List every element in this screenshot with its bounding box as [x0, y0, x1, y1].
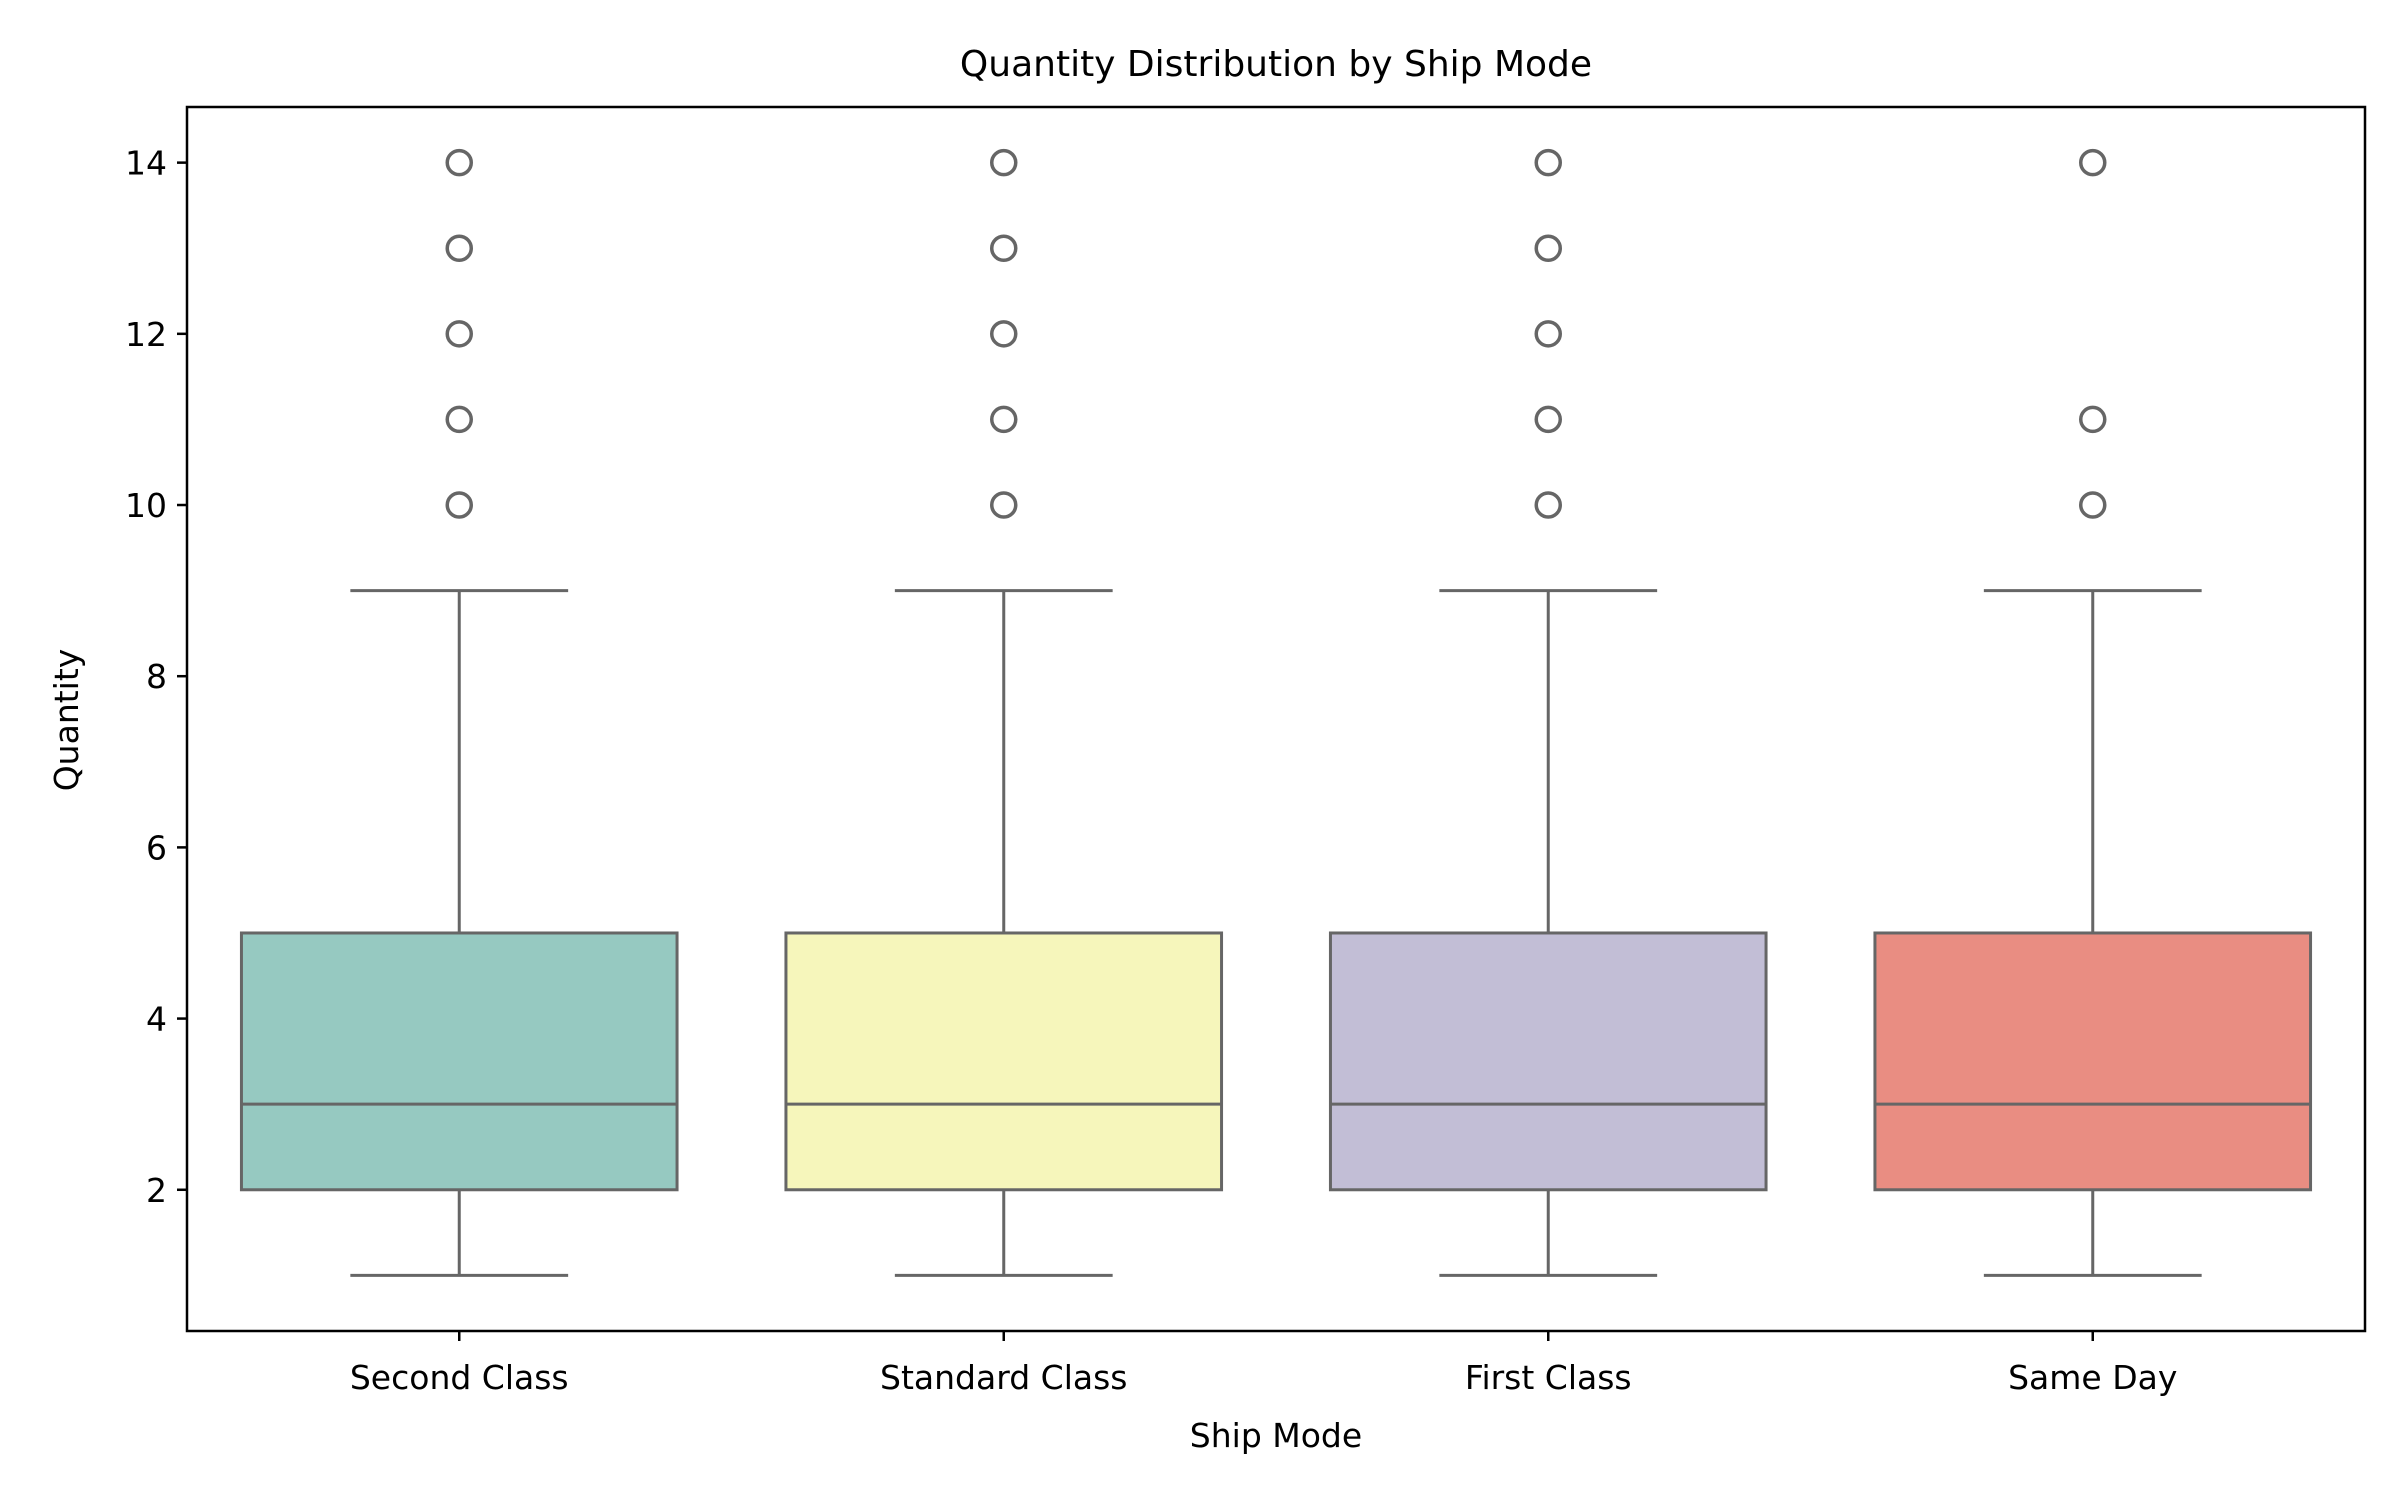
box-group: [1328, 148, 1768, 1277]
y-tick-label: 14: [125, 144, 167, 183]
x-tick-label: Standard Class: [880, 1358, 1127, 1397]
outlier-point: [1534, 234, 1562, 262]
y-tick-label: 2: [146, 1171, 167, 1210]
plot-area: [239, 148, 2313, 1277]
outlier-point: [1534, 405, 1562, 434]
chart-title: Quantity Distribution by Ship Mode: [960, 44, 1592, 85]
outlier-point: [990, 405, 1018, 434]
box-group: [1873, 148, 2313, 1277]
y-tick-label: 6: [146, 828, 167, 867]
outlier-point: [990, 491, 1018, 519]
outlier-point: [445, 148, 473, 177]
outlier-point: [1534, 320, 1562, 348]
outlier-point: [1534, 491, 1562, 519]
outlier-point: [1534, 148, 1562, 177]
outlier-point: [445, 320, 473, 348]
y-tick-label: 12: [125, 315, 167, 354]
x-tick-label: Same Day: [2008, 1358, 2177, 1397]
outlier-point: [2079, 405, 2107, 434]
y-axis-label: Quantity: [47, 649, 86, 792]
x-axis: Second Class Standard Class First Class Sam…: [350, 1331, 2177, 1397]
outlier-point: [990, 320, 1018, 348]
box: [1873, 931, 2313, 1192]
box: [784, 931, 1224, 1192]
outlier-point: [2079, 148, 2107, 177]
outlier-point: [990, 148, 1018, 177]
box: [1328, 931, 1768, 1192]
y-tick-label: 10: [125, 486, 167, 525]
x-tick-label: Second Class: [350, 1358, 569, 1397]
outlier-point: [2079, 491, 2107, 519]
box-group: [784, 148, 1224, 1277]
x-axis-label: Ship Mode: [1190, 1416, 1362, 1455]
outlier-point: [990, 234, 1018, 262]
outlier-point: [445, 234, 473, 262]
box-group: [239, 148, 679, 1277]
y-axis: 2 4 6 8 10 12 14: [125, 144, 187, 1210]
outlier-point: [445, 491, 473, 519]
box: [239, 931, 679, 1192]
y-tick-label: 4: [146, 1000, 167, 1039]
x-tick-label: First Class: [1465, 1358, 1632, 1397]
outlier-point: [445, 405, 473, 434]
y-tick-label: 8: [146, 657, 167, 696]
plot-frame: [185, 105, 2367, 1333]
